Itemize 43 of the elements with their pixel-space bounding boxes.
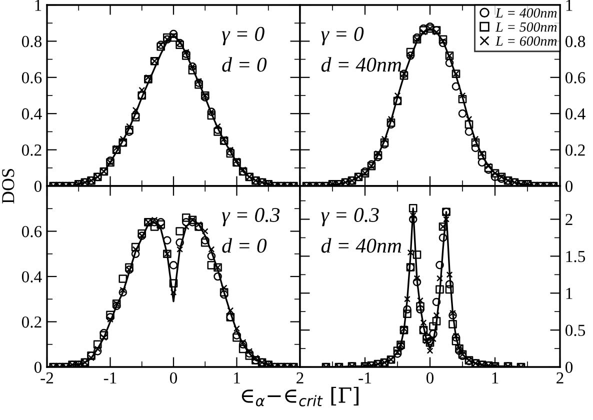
y-tick-label: 1.5	[566, 250, 586, 262]
x-axis-title: ∈$_{α}$−∈$_{crit}$ [Γ]	[242, 386, 358, 406]
annotation: d = 40nm	[321, 57, 402, 72]
x-tick-label: -2	[40, 372, 54, 384]
y-tick-label: 0.8	[565, 36, 586, 48]
x-tick-label: 1	[492, 372, 498, 384]
x-tick-label: -1	[358, 372, 371, 384]
y-tick-label: 0.6	[565, 72, 586, 84]
y-tick-label: 0	[565, 362, 573, 373]
x-tick-label: -1	[104, 372, 116, 384]
y-tick-label: 1	[566, 0, 572, 11]
y-tick-label: 0.5	[565, 324, 586, 336]
x-tick-label: 0	[170, 372, 178, 384]
y-tick-label: 0	[34, 362, 42, 373]
legend-label: L = 500nm	[495, 22, 557, 32]
y-tick-label: 2	[566, 214, 572, 226]
y-tick-label: 0	[34, 180, 42, 192]
y-tick-label: 0.2	[22, 144, 42, 156]
x-tick-label: 2	[296, 372, 304, 384]
y-tick-label: 0.4	[565, 108, 586, 120]
x-tick-label: 2	[556, 372, 564, 384]
y-tick-label: 1	[35, 0, 42, 11]
annotation: d = 0	[222, 238, 267, 253]
x-tick-label: 0	[426, 372, 434, 384]
annotation: d = 40nm	[321, 238, 402, 253]
legend-label: L = 600nm	[495, 36, 557, 46]
y-tick-label: 0.6	[22, 226, 42, 238]
annotation: γ = 0.3	[321, 208, 379, 226]
y-tick-label: 0.4	[22, 108, 42, 120]
annotation: γ = 0	[321, 26, 364, 46]
x-tick-label: 1	[234, 372, 240, 384]
legend-label: L = 400nm	[495, 8, 557, 18]
annotation: d = 0	[222, 57, 267, 72]
y-tick-label: 0.6	[22, 72, 42, 84]
y-tick-label: 0	[565, 180, 573, 192]
y-tick-label: 1	[566, 288, 572, 299]
y-tick-label: 0.8	[22, 36, 42, 48]
y-tick-label: 0.4	[22, 271, 42, 283]
annotation: γ = 0.3	[222, 208, 280, 226]
y-axis-title: DOS	[2, 169, 14, 204]
y-tick-label: 0.2	[22, 316, 42, 328]
y-tick-label: 0.2	[565, 144, 585, 156]
annotation: γ = 0	[222, 26, 264, 46]
